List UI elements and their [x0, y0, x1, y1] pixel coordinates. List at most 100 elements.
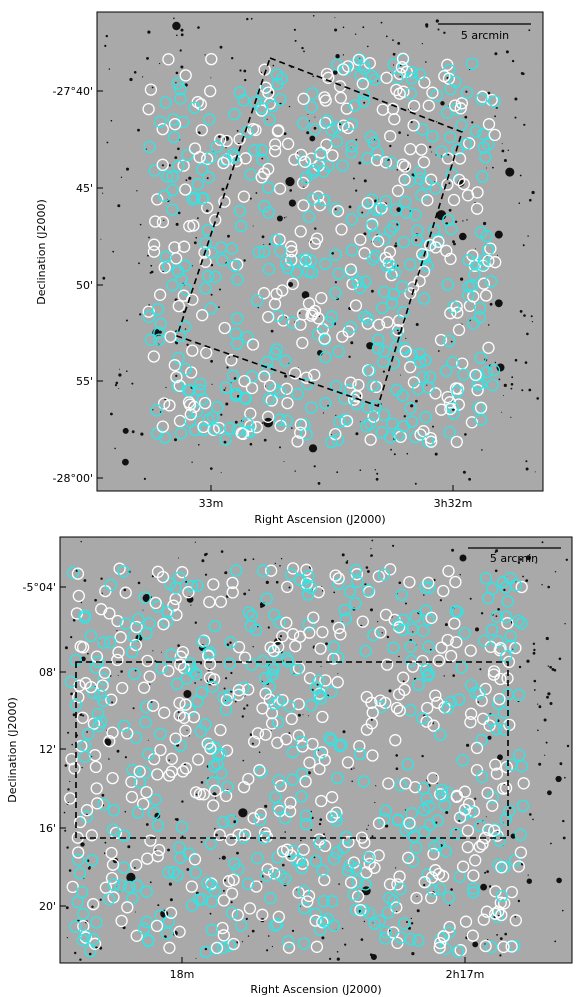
cyan-source-marker: [73, 867, 87, 880]
white-source-marker: [453, 173, 466, 187]
star: [191, 461, 193, 463]
cyan-source-marker: [179, 362, 192, 376]
cyan-source-marker: [412, 934, 425, 947]
star: [487, 324, 490, 326]
star: [405, 602, 407, 605]
cyan-source-marker: [515, 760, 528, 773]
white-source-marker: [467, 290, 480, 303]
star: [334, 28, 338, 32]
white-source-marker: [488, 824, 501, 837]
star: [263, 438, 267, 442]
star: [249, 442, 253, 446]
star: [329, 957, 332, 961]
star: [122, 926, 126, 930]
white-source-marker: [484, 242, 497, 255]
star: [494, 569, 498, 573]
star: [550, 842, 552, 845]
cyan-source-marker: [492, 858, 505, 872]
star: [327, 404, 329, 407]
star: [252, 558, 255, 560]
star: [119, 368, 121, 370]
star: [410, 917, 412, 920]
cyan-source-marker: [107, 878, 121, 891]
cyan-source-marker: [269, 919, 282, 932]
star: [523, 314, 526, 317]
cyan-source-marker: [119, 617, 133, 630]
star: [188, 176, 192, 180]
cyan-source-marker: [480, 366, 493, 379]
white-source-marker: [437, 584, 450, 598]
star: [496, 363, 505, 372]
white-source-marker: [477, 277, 491, 290]
cyan-source-marker: [490, 610, 504, 623]
cyan-source-marker: [343, 859, 356, 872]
white-source-marker: [142, 102, 155, 116]
cyan-source-marker: [280, 256, 293, 270]
cyan-source-marker: [223, 422, 237, 435]
cyan-source-marker: [365, 69, 378, 82]
star: [299, 312, 301, 314]
white-source-marker: [305, 309, 318, 322]
cyan-source-marker: [475, 92, 488, 106]
star: [407, 134, 409, 137]
cyan-source-marker: [162, 866, 175, 879]
cyan-source-marker: [347, 888, 360, 901]
star: [444, 623, 448, 627]
cyan-source-marker: [295, 735, 308, 748]
star: [108, 68, 111, 70]
cyan-source-marker: [191, 178, 204, 191]
star: [288, 586, 291, 589]
star: [425, 24, 429, 28]
cyan-source-marker: [474, 413, 488, 426]
white-source-marker: [177, 711, 191, 724]
star: [225, 677, 228, 680]
cyan-source-marker: [107, 804, 121, 817]
white-source-marker: [251, 727, 265, 740]
star: [363, 179, 367, 183]
star: [538, 705, 542, 709]
white-source-marker: [218, 321, 231, 335]
cyan-source-marker: [206, 776, 219, 789]
cyan-source-marker: [325, 310, 338, 323]
cyan-source-marker: [241, 125, 254, 139]
star: [319, 818, 323, 821]
cyan-source-marker: [166, 279, 179, 292]
star: [372, 922, 374, 924]
star: [280, 558, 283, 560]
white-source-marker: [517, 777, 530, 790]
star: [386, 635, 390, 639]
star: [541, 584, 543, 586]
white-source-marker: [288, 367, 302, 380]
star: [120, 670, 123, 673]
cyan-source-marker: [514, 828, 527, 841]
star: [100, 238, 102, 240]
star: [335, 54, 340, 59]
white-source-marker: [121, 901, 134, 914]
white-source-marker: [259, 728, 272, 741]
white-source-marker: [327, 652, 340, 665]
star: [191, 265, 193, 267]
star: [353, 767, 355, 769]
star: [165, 386, 167, 389]
cyan-source-marker: [325, 435, 338, 449]
white-source-marker: [429, 689, 442, 702]
white-source-marker: [130, 620, 143, 634]
cyan-source-marker: [216, 254, 229, 267]
cyan-source-marker: [174, 427, 188, 440]
cyan-source-marker: [421, 435, 434, 448]
cyan-source-marker: [166, 183, 179, 197]
white-source-marker: [432, 235, 445, 248]
top-scalebar-label: 5 arcmin: [461, 29, 509, 42]
cyan-source-marker: [69, 920, 82, 933]
star: [503, 588, 506, 592]
cyan-source-marker: [400, 206, 413, 219]
white-source-marker: [168, 359, 181, 372]
cyan-source-marker: [361, 312, 374, 325]
cyan-source-marker: [208, 760, 221, 773]
cyan-source-marker: [174, 330, 187, 343]
white-source-marker: [141, 852, 154, 865]
star: [106, 141, 109, 144]
cyan-source-marker: [76, 907, 90, 921]
cyan-source-marker: [260, 356, 274, 369]
star: [307, 114, 309, 115]
